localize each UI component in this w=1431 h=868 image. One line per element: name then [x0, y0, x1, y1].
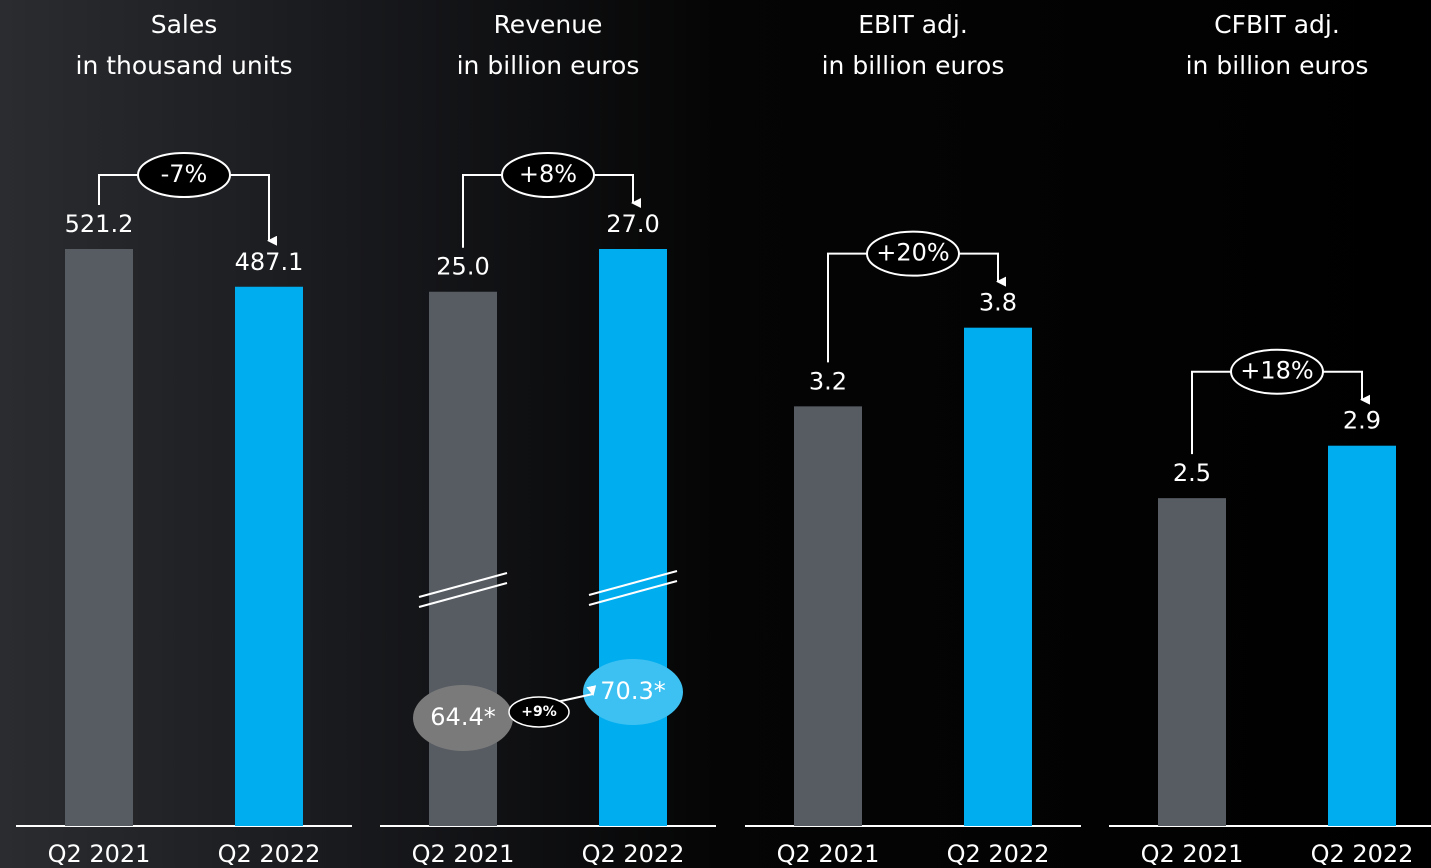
bar [65, 249, 133, 826]
bar [1328, 446, 1396, 826]
secondary-label: 64.4* [430, 703, 495, 731]
bar [1158, 498, 1226, 826]
x-tick-label: Q2 2021 [1141, 840, 1244, 868]
secondary-change-label: +9% [521, 704, 557, 720]
x-tick-label: Q2 2021 [48, 840, 151, 868]
x-tick-label: Q2 2021 [412, 840, 515, 868]
chart: Sales in thousand units 521.2 Q2 2021 487.1 Q… [0, 0, 1431, 868]
panel-title: Sales [151, 10, 218, 39]
panel-subtitle: in billion euros [1186, 51, 1369, 80]
change-label: +20% [876, 239, 949, 267]
change-label: +18% [1240, 357, 1313, 385]
x-tick-label: Q2 2022 [1311, 840, 1414, 868]
x-tick-label: Q2 2021 [777, 840, 880, 868]
bar [599, 249, 667, 826]
x-tick-label: Q2 2022 [582, 840, 685, 868]
bar [794, 406, 862, 826]
bar [964, 328, 1032, 826]
panel-title: EBIT adj. [858, 10, 968, 39]
panel-title: CFBIT adj. [1214, 10, 1340, 39]
value-label: 3.2 [809, 367, 847, 395]
panel-subtitle: in thousand units [76, 51, 293, 80]
secondary-label: 70.3* [600, 677, 665, 705]
value-label: 3.8 [979, 289, 1017, 317]
panel-subtitle: in billion euros [822, 51, 1005, 80]
panel-title: Revenue [494, 10, 603, 39]
value-label: 2.5 [1173, 459, 1211, 487]
value-label: 25.0 [436, 253, 489, 281]
change-label: -7% [161, 160, 208, 188]
bar [235, 287, 303, 826]
change-label: +8% [519, 160, 577, 188]
value-label: 487.1 [235, 248, 304, 276]
x-tick-label: Q2 2022 [947, 840, 1050, 868]
x-tick-label: Q2 2022 [218, 840, 321, 868]
value-label: 2.9 [1343, 407, 1381, 435]
panel-subtitle: in billion euros [457, 51, 640, 80]
value-label: 27.0 [606, 210, 659, 238]
value-label: 521.2 [65, 210, 134, 238]
